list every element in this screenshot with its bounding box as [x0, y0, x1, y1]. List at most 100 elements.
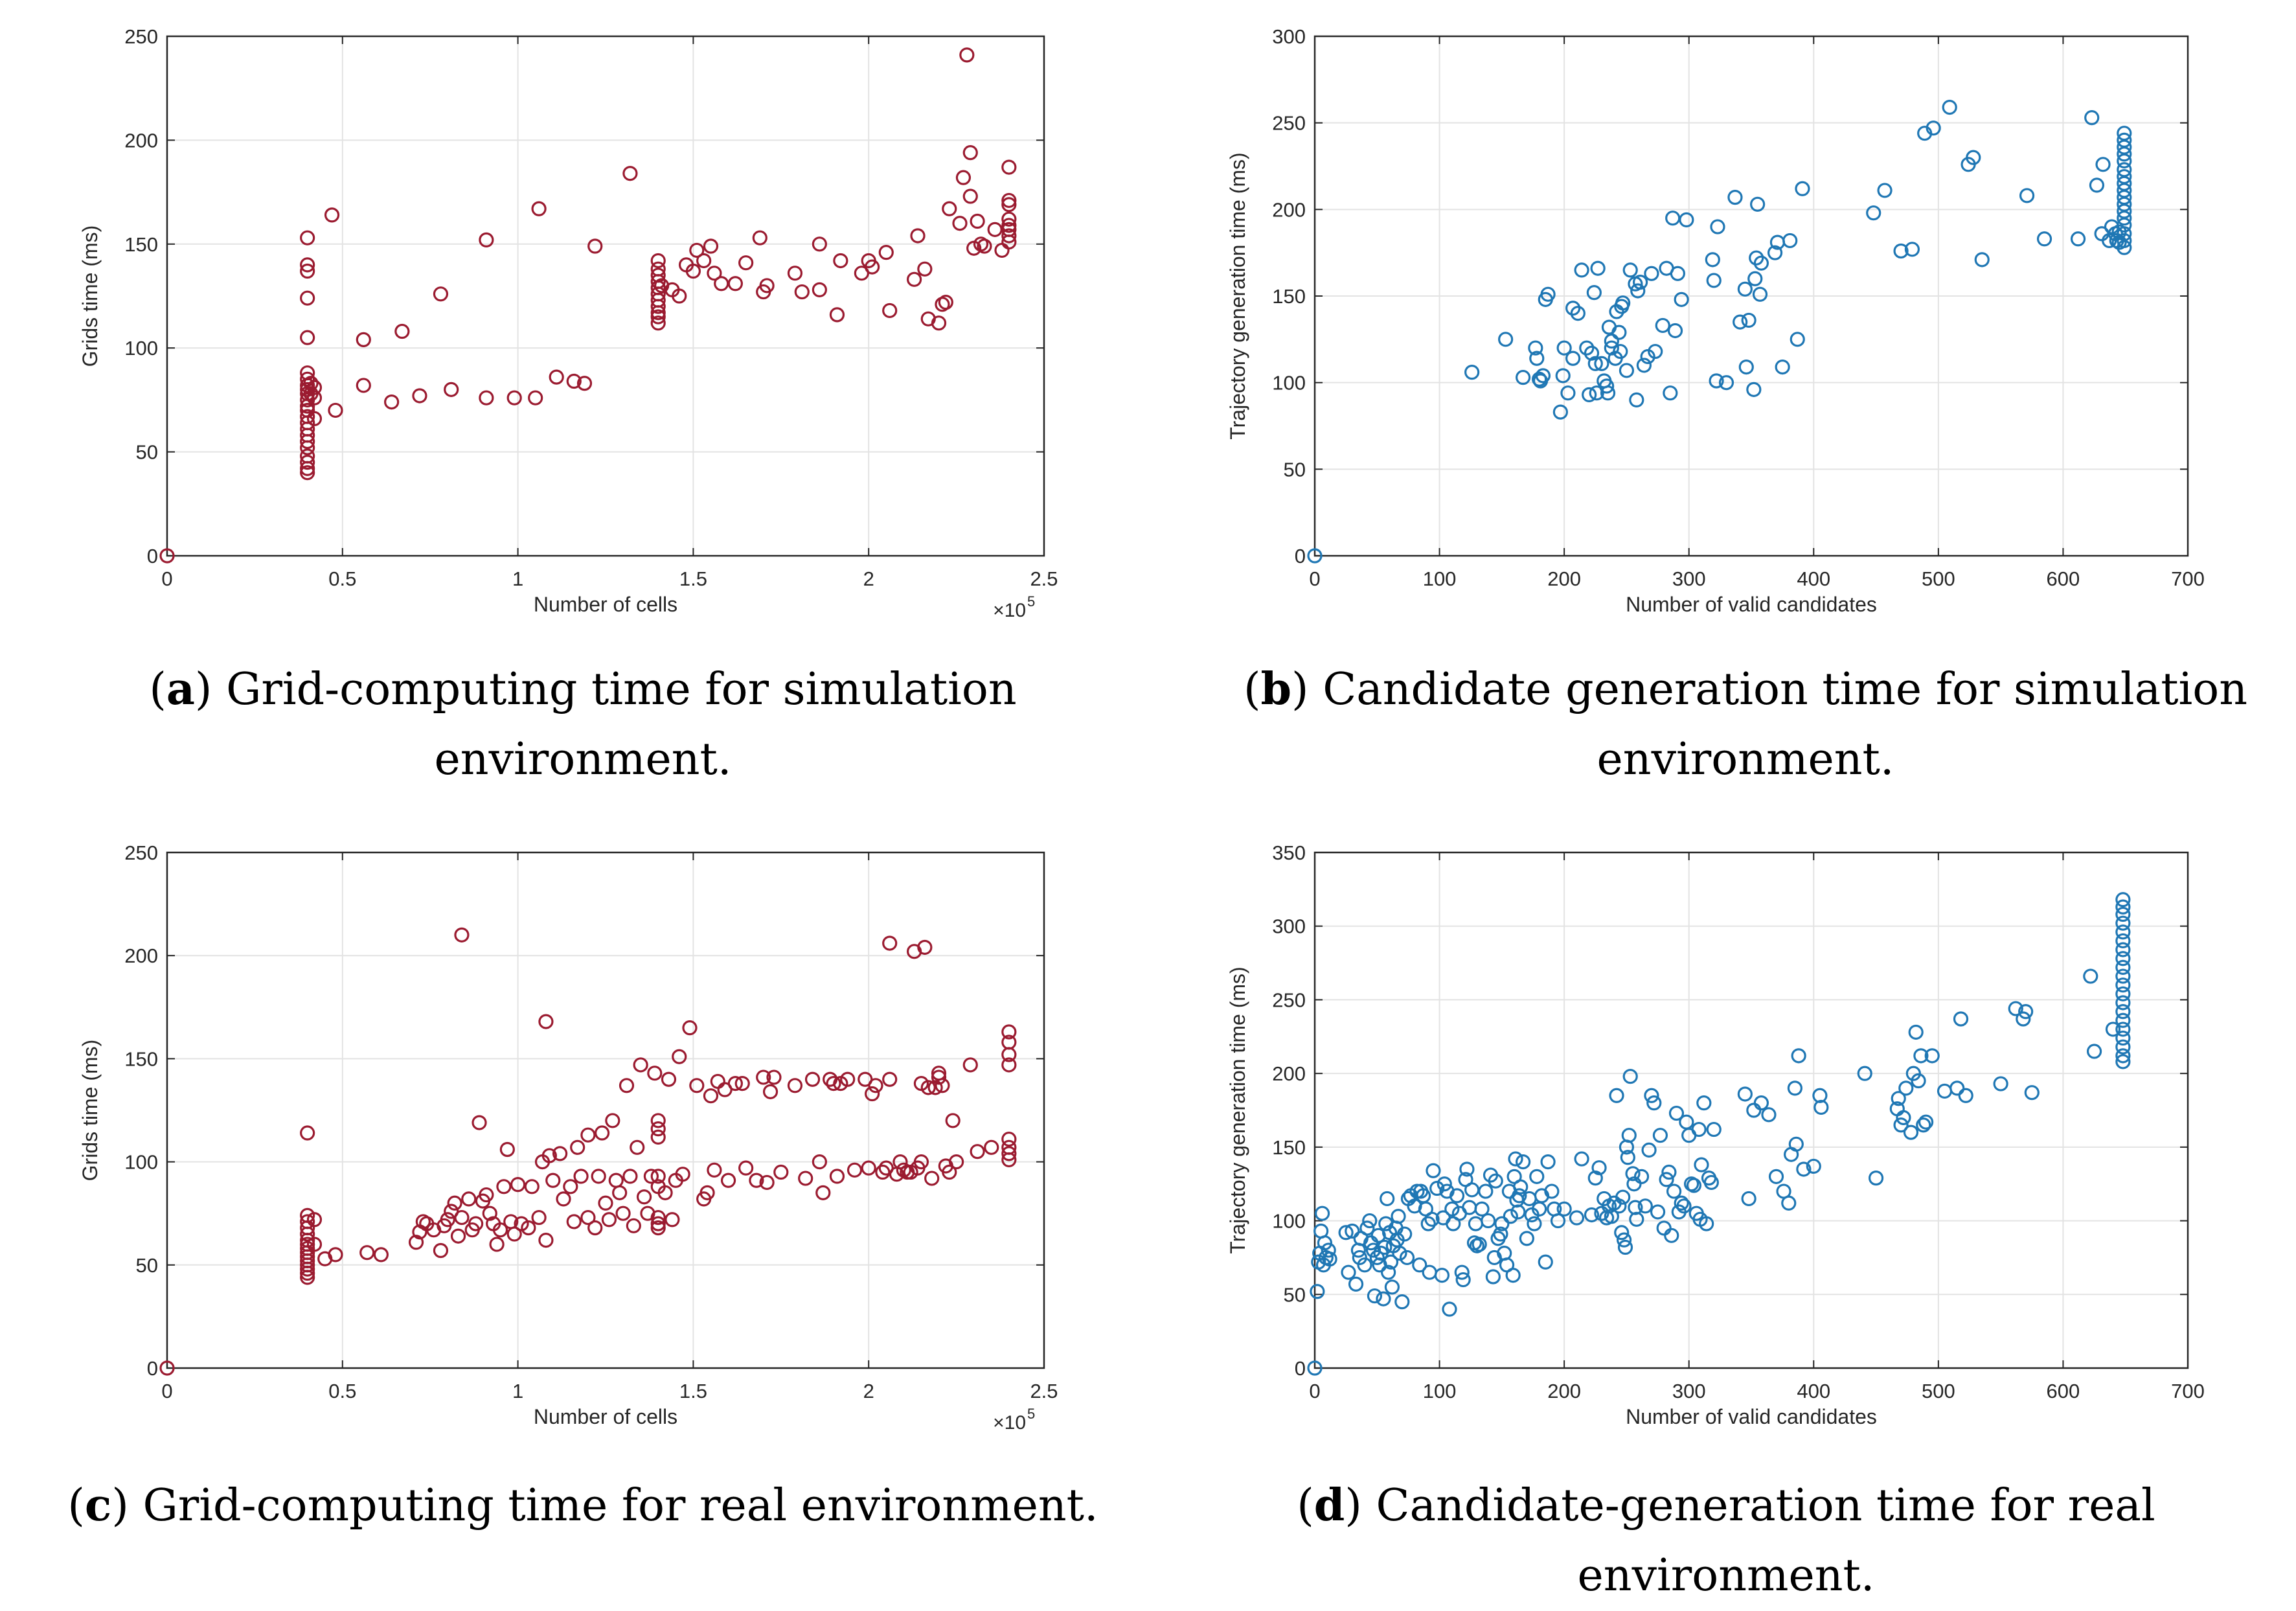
data-point-b-49 — [1655, 317, 1670, 334]
data-point-d-190 — [1908, 1024, 1924, 1040]
data-point-d-78 — [1481, 1213, 1496, 1229]
data-point-c-17 — [306, 1237, 323, 1252]
data-point-b-20 — [1582, 387, 1597, 402]
data-point-d-95 — [1512, 1188, 1527, 1204]
data-point-c-100 — [689, 1078, 705, 1093]
y-tick-label-a-1: 50 — [136, 441, 158, 464]
data-point-d-223 — [2115, 1022, 2131, 1037]
data-point-d-139 — [1644, 1088, 1659, 1103]
data-point-c-156 — [962, 1057, 978, 1073]
data-point-d-84 — [1493, 1226, 1508, 1242]
data-point-b-93 — [2089, 177, 2105, 193]
x-multiplier-exp-a: 5 — [1027, 593, 1035, 610]
data-point-b-115 — [2117, 217, 2132, 233]
data-point-d-132 — [1625, 1166, 1641, 1182]
x-tick-label-a-3: 1.5 — [679, 567, 707, 590]
data-point-d-221 — [2115, 1004, 2131, 1020]
data-point-d-150 — [1674, 1195, 1689, 1211]
data-point-b-3 — [1515, 370, 1531, 385]
x-tick-label-c-3: 1.5 — [679, 1380, 707, 1402]
data-point-c-45 — [496, 1179, 512, 1194]
data-point-a-67 — [707, 266, 722, 281]
caption-c: (c) Grid-computing time for real environ… — [67, 1480, 1098, 1531]
y-tick-label-a-2: 100 — [124, 337, 158, 360]
data-point-a-36 — [433, 286, 449, 302]
data-point-c-63 — [570, 1139, 585, 1155]
data-point-c-21 — [373, 1247, 389, 1263]
data-point-d-35 — [1384, 1279, 1400, 1295]
data-point-b-106 — [2117, 153, 2132, 169]
data-point-d-176 — [1791, 1048, 1806, 1064]
data-point-c-83 — [643, 1169, 659, 1184]
data-point-a-2 — [300, 257, 315, 273]
data-point-d-127 — [1617, 1239, 1633, 1255]
data-point-b-25 — [1590, 260, 1606, 276]
x-tick-label-b-5: 500 — [1922, 567, 1955, 590]
data-point-d-14 — [1348, 1276, 1364, 1292]
data-point-d-77 — [1478, 1183, 1494, 1199]
data-point-c-162 — [1001, 1057, 1017, 1073]
data-point-c-127 — [847, 1162, 863, 1178]
data-point-d-67 — [1455, 1272, 1471, 1288]
data-point-b-64 — [1737, 281, 1753, 297]
data-point-c-159 — [1001, 1024, 1017, 1040]
data-point-d-205 — [2083, 968, 2098, 984]
data-point-c-99 — [682, 1020, 698, 1036]
data-point-a-69 — [727, 276, 743, 291]
data-point-c-104 — [707, 1162, 722, 1178]
data-point-c-41 — [482, 1205, 497, 1221]
data-point-b-73 — [1767, 245, 1783, 260]
data-point-d-59 — [1437, 1176, 1452, 1192]
data-point-c-84 — [647, 1066, 663, 1081]
data-point-d-53 — [1422, 1264, 1437, 1280]
data-point-c-93 — [657, 1185, 673, 1200]
data-point-c-163 — [1001, 1131, 1017, 1147]
data-point-a-99 — [970, 213, 985, 229]
data-point-d-80 — [1485, 1269, 1501, 1285]
data-point-d-196 — [1937, 1083, 1953, 1099]
data-point-c-46 — [499, 1141, 515, 1158]
data-point-c-15 — [300, 1270, 315, 1285]
data-point-c-148 — [927, 1080, 943, 1095]
data-point-d-186 — [1896, 1110, 1911, 1125]
chart-b: 0 100 200 300 400 500 600 700 0 50 100 150 200 250 300… — [1226, 25, 2205, 616]
data-point-c-97 — [672, 1049, 687, 1064]
data-point-c-69 — [594, 1125, 610, 1141]
data-point-a-106 — [1001, 197, 1017, 212]
data-point-d-11 — [1338, 1225, 1354, 1240]
data-point-d-145 — [1661, 1164, 1677, 1180]
data-point-a-47 — [622, 166, 638, 181]
data-point-b-8 — [1535, 368, 1551, 383]
data-point-b-118 — [2117, 240, 2132, 255]
data-point-a-87 — [917, 261, 933, 277]
data-point-d-13 — [1345, 1223, 1360, 1239]
data-point-d-195 — [1924, 1048, 1940, 1064]
data-point-b-32 — [1604, 340, 1619, 356]
data-point-d-56 — [1429, 1180, 1445, 1196]
data-point-b-28 — [1599, 378, 1615, 394]
caption-d: (d) Candidate-generation time for real e… — [1297, 1480, 2155, 1601]
plot-frame-c — [166, 851, 1045, 1369]
data-point-d-73 — [1468, 1216, 1484, 1231]
data-point-b-75 — [1775, 360, 1790, 375]
data-point-c-72 — [605, 1113, 620, 1128]
data-point-c-79 — [630, 1139, 645, 1155]
data-point-c-147 — [924, 1171, 940, 1186]
data-point-d-97 — [1515, 1154, 1531, 1170]
data-point-c-150 — [931, 1069, 947, 1085]
data-point-a-103 — [994, 242, 1010, 258]
data-point-d-152 — [1679, 1114, 1694, 1130]
data-point-d-210 — [2115, 906, 2131, 922]
data-point-c-53 — [531, 1209, 547, 1226]
data-point-b-72 — [1753, 255, 1769, 271]
data-point-c-151 — [935, 1078, 950, 1093]
data-point-d-179 — [1812, 1088, 1828, 1103]
y-tick-label-a-5: 250 — [124, 25, 158, 48]
data-point-c-76 — [619, 1078, 635, 1093]
data-point-d-61 — [1442, 1301, 1457, 1317]
data-point-d-114 — [1587, 1171, 1603, 1186]
data-point-b-1 — [1464, 365, 1480, 380]
data-point-c-113 — [759, 1174, 775, 1191]
data-point-c-51 — [521, 1220, 536, 1236]
data-point-a-76 — [812, 236, 827, 252]
